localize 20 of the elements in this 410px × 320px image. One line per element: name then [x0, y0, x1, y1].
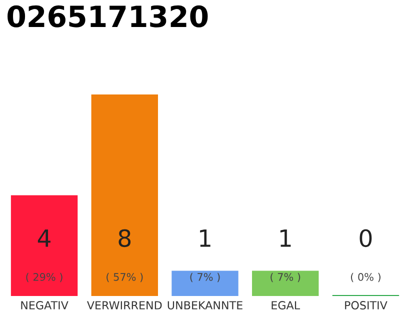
- bar: [252, 270, 319, 296]
- bar: [91, 94, 158, 296]
- bar: [172, 270, 238, 296]
- x-tick-label: NEGATIV: [21, 301, 68, 310]
- annotation: ( 7% ): [270, 272, 300, 282]
- data-label: 0: [360, 229, 372, 248]
- bar: [10, 195, 78, 296]
- annotation: ( 7% ): [190, 272, 220, 282]
- x-tick-label: VERWIRREND: [86, 301, 162, 310]
- x-tick-label: POSITIV: [345, 301, 388, 310]
- data-label: 4: [38, 230, 50, 247]
- annotation: ( 29% ): [26, 272, 62, 282]
- data-label: 1: [280, 230, 291, 247]
- chart-title: 0265171320: [8, 5, 208, 28]
- data-label: 8: [118, 229, 131, 248]
- annotation: ( 57% ): [106, 272, 143, 282]
- x-tick-label: UNBEKANNTE: [168, 301, 242, 310]
- x-tick-label: EGAL: [272, 301, 300, 310]
- annotation: ( 0% ): [350, 272, 380, 282]
- data-label: 1: [200, 230, 210, 247]
